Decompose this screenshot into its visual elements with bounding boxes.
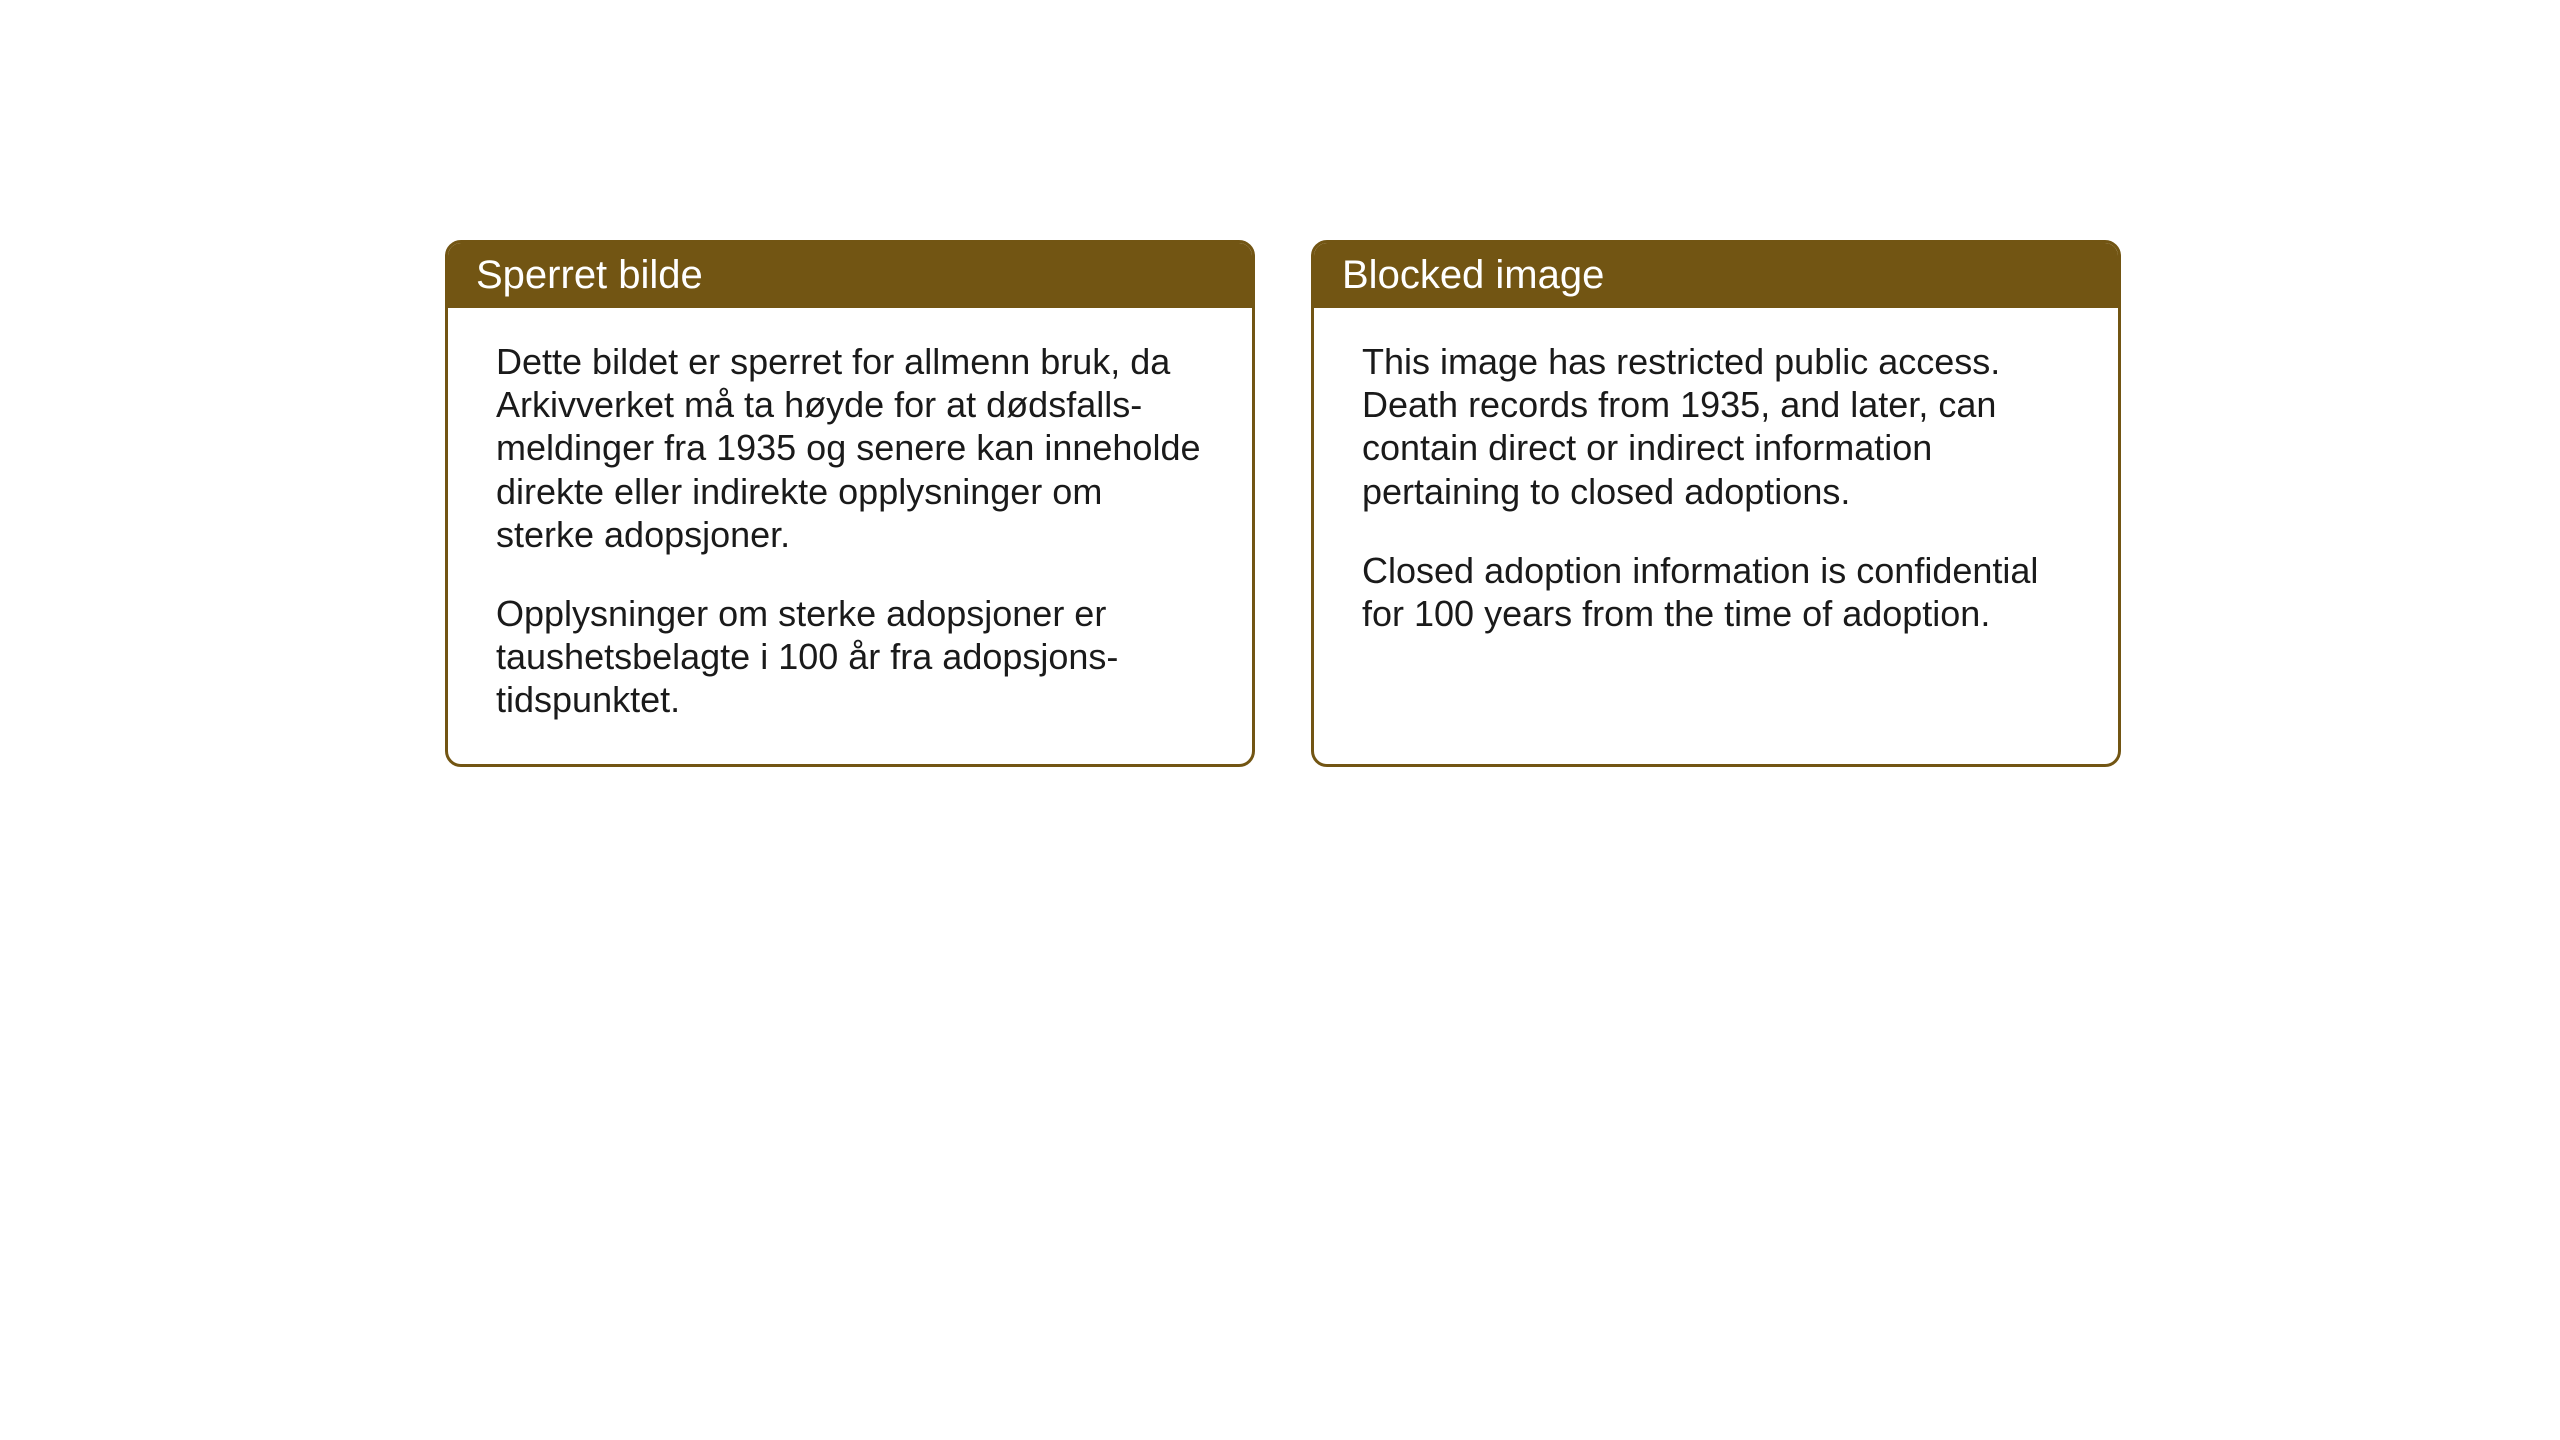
norwegian-paragraph-1: Dette bildet er sperret for allmenn bruk…: [496, 340, 1204, 556]
english-paragraph-2: Closed adoption information is confident…: [1362, 549, 2070, 635]
english-info-card: Blocked image This image has restricted …: [1311, 240, 2121, 767]
info-cards-container: Sperret bilde Dette bildet er sperret fo…: [445, 240, 2121, 767]
english-paragraph-1: This image has restricted public access.…: [1362, 340, 2070, 513]
norwegian-card-body: Dette bildet er sperret for allmenn bruk…: [448, 308, 1252, 764]
norwegian-info-card: Sperret bilde Dette bildet er sperret fo…: [445, 240, 1255, 767]
norwegian-paragraph-2: Opplysninger om sterke adopsjoner er tau…: [496, 592, 1204, 722]
norwegian-card-title: Sperret bilde: [448, 243, 1252, 308]
english-card-body: This image has restricted public access.…: [1314, 308, 2118, 698]
english-card-title: Blocked image: [1314, 243, 2118, 308]
